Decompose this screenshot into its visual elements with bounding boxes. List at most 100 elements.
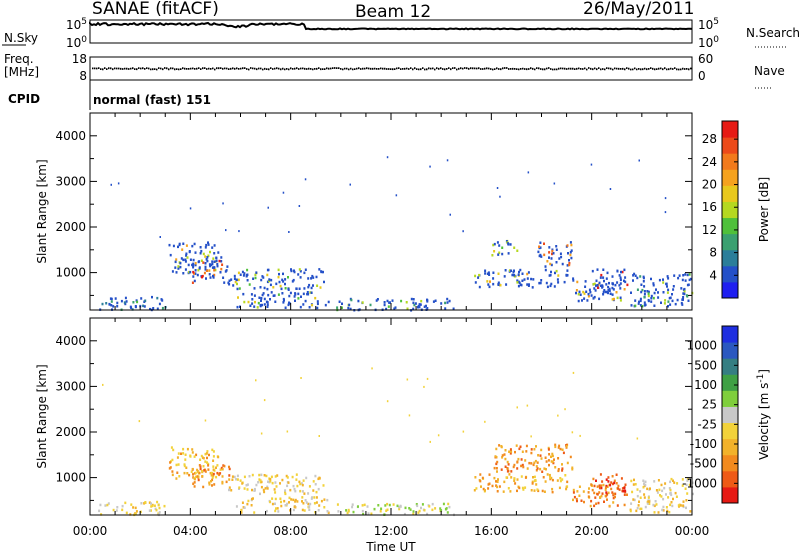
sparse-echo-velocity [429, 440, 431, 443]
echo-point-velocity [593, 504, 596, 508]
echo-point-velocity [292, 484, 295, 488]
echo-point-velocity [241, 501, 244, 504]
echo-point-velocity [172, 448, 175, 452]
echo-point-power [551, 249, 554, 253]
echo-point-velocity [398, 507, 401, 511]
echo-point-power [235, 278, 238, 282]
echo-point-velocity [636, 506, 639, 510]
echo-point-power [550, 270, 552, 274]
echo-point-velocity [613, 481, 616, 485]
echo-point-velocity [524, 486, 527, 489]
echo-point-power [132, 301, 135, 304]
echo-point-power [630, 304, 633, 307]
echo-point-power [211, 246, 214, 249]
echo-point-velocity [217, 455, 220, 459]
echo-point-velocity [553, 458, 555, 461]
echo-point-power [312, 284, 314, 287]
echo-point-velocity [530, 448, 533, 451]
sparse-echo-power [446, 159, 449, 162]
echo-point-power [413, 303, 416, 307]
echo-point-velocity [337, 510, 340, 513]
echo-point-power [602, 268, 605, 271]
echo-point-power [572, 277, 575, 280]
echo-point-power [314, 296, 317, 300]
echo-point-power [646, 290, 649, 293]
echo-point-velocity [565, 487, 568, 491]
sparse-echo-velocity [579, 434, 581, 437]
echo-point-velocity [520, 475, 523, 478]
echo-point-power [592, 283, 595, 286]
echo-point-velocity [189, 454, 192, 457]
echo-point-velocity [396, 504, 399, 508]
echo-point-velocity [323, 498, 326, 501]
echo-point-velocity [682, 500, 685, 503]
colorbar-cell-power [722, 121, 738, 138]
echo-point-power [248, 283, 251, 286]
echo-point-power [619, 299, 622, 302]
echo-point-velocity [614, 495, 616, 499]
echo-point-power [513, 246, 516, 249]
echo-point-velocity [289, 509, 292, 512]
echo-point-velocity [612, 501, 615, 504]
echo-point-velocity [326, 498, 329, 502]
sparse-echo-power [496, 187, 499, 189]
echo-point-power [306, 291, 309, 294]
echo-point-power [544, 268, 547, 272]
echo-point-power [593, 287, 596, 290]
echo-point-power [674, 302, 677, 306]
echo-point-velocity [447, 502, 450, 506]
echo-point-velocity [669, 480, 672, 484]
echo-point-velocity [510, 450, 513, 453]
sparse-echo-velocity [636, 437, 639, 440]
echo-point-velocity [662, 505, 665, 509]
echo-point-power [658, 278, 661, 282]
echo-point-power [412, 301, 415, 305]
echo-point-power [168, 243, 171, 247]
echo-point-velocity [507, 463, 510, 466]
echo-point-velocity [506, 467, 509, 470]
echo-point-power [207, 241, 209, 244]
echo-point-velocity [652, 503, 655, 507]
nsearch-tick-top: 105 [698, 17, 719, 32]
echo-point-power [499, 284, 502, 287]
echo-point-velocity [388, 503, 391, 507]
echo-point-velocity [293, 487, 296, 491]
echo-point-velocity [158, 511, 161, 514]
echo-point-power [657, 291, 659, 294]
echo-point-velocity [611, 475, 614, 478]
echo-point-velocity [251, 488, 253, 492]
echo-point-velocity [434, 507, 437, 510]
echo-point-power [663, 302, 666, 305]
colorbar-cell-velocity [722, 422, 738, 440]
nsearch-label: N.Search [746, 26, 800, 40]
echo-point-power [548, 246, 551, 249]
echo-point-power [488, 285, 491, 289]
echo-point-power [212, 276, 215, 279]
echo-point-power [517, 273, 520, 276]
echo-point-power [518, 270, 520, 274]
echo-point-power [108, 302, 111, 306]
echo-point-velocity [481, 476, 484, 480]
echo-point-velocity [202, 465, 205, 468]
colorbar-cell-power [722, 249, 738, 267]
echo-point-velocity [681, 478, 684, 481]
sparse-echo-power [386, 156, 389, 159]
echo-point-power [444, 307, 447, 310]
echo-point-velocity [210, 480, 212, 483]
echo-point-velocity [198, 464, 201, 467]
echo-point-velocity [606, 493, 609, 496]
echo-point-power [220, 260, 223, 263]
echo-point-velocity [548, 453, 551, 456]
echo-point-velocity [658, 488, 661, 492]
echo-point-velocity [212, 450, 215, 453]
echo-point-velocity [163, 504, 166, 508]
echo-point-velocity [212, 459, 215, 462]
echo-point-velocity [551, 478, 554, 482]
ytick-label-power: 1000 [55, 266, 86, 280]
echo-point-power [284, 278, 287, 281]
echo-point-velocity [233, 475, 236, 479]
echo-point-velocity [398, 505, 401, 509]
echo-point-velocity [545, 460, 548, 463]
echo-point-power [672, 285, 675, 288]
echo-point-power [237, 296, 239, 299]
